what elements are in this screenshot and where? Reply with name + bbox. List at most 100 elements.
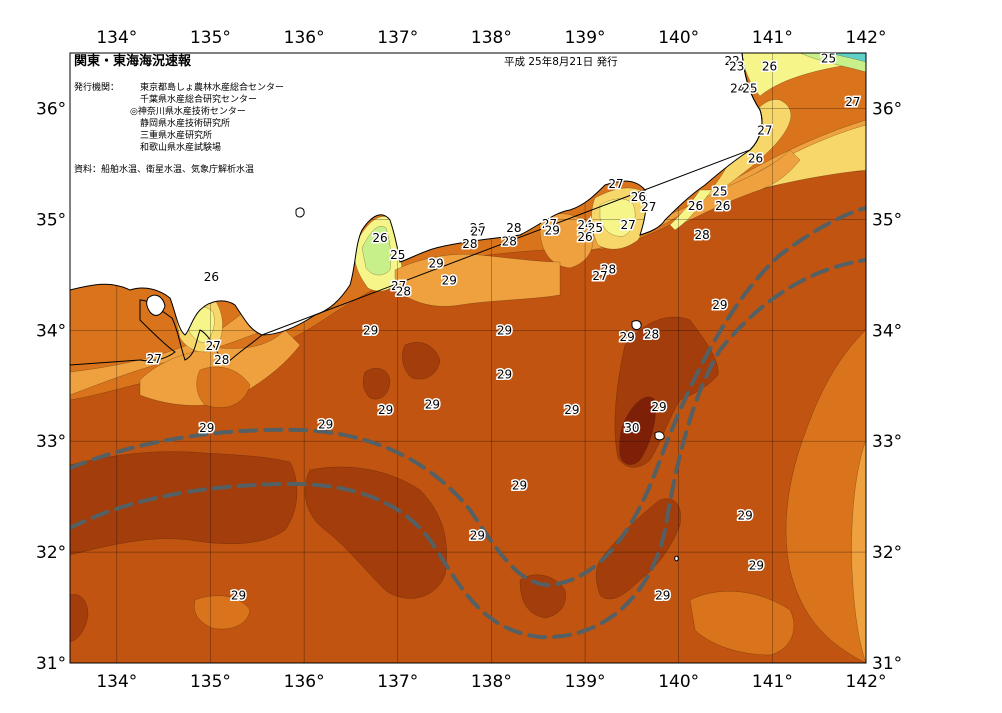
zone-31-izu-core (619, 396, 656, 465)
issuer-row: 千葉県水産総合研究センター (74, 94, 284, 106)
lon-tick-label-bottom: 136° (284, 672, 325, 692)
lon-tick-label-bottom: 135° (190, 672, 231, 692)
isotherm-label: 27 (206, 339, 221, 353)
lat-tick-label-right: 34° (872, 321, 902, 341)
zone-30-south-east (596, 498, 681, 600)
zone-30-kuroshio-center (304, 466, 447, 599)
lon-tick-label-top: 140° (658, 28, 699, 48)
lon-tick-label-bottom: 140° (658, 672, 699, 692)
isotherm-label: 26 (748, 151, 763, 165)
isotherm-label: 27 (641, 200, 656, 214)
isotherm-label: 26 (688, 199, 703, 213)
isotherm-label: 25 (588, 221, 603, 235)
isotherm-label: 27 (542, 217, 557, 231)
isotherm-label: 29 (363, 323, 378, 337)
map-plot-area (70, 53, 866, 663)
issuer-label: 発行機関： (74, 83, 120, 93)
zone-30-kuroshio-west (70, 451, 298, 556)
isotherm-label: 29 (231, 588, 246, 602)
isotherm-label: 29 (564, 403, 579, 417)
map-title: 関東・東海海況速報 (74, 54, 192, 69)
zone-24-ise-bay (361, 226, 392, 276)
isotherm-label: 29 (712, 298, 727, 312)
lon-tick-label-top: 137° (377, 28, 418, 48)
longitude-labels-bottom: 134° 135° 136° 137° 138° 139° 140° 141° 142° (96, 672, 886, 692)
data-sources: 資料：船舶水温、衛星水温、気象庁解析水温 (74, 165, 255, 175)
isotherm-label: 29 (442, 273, 457, 287)
isotherm-label: 28 (601, 262, 616, 276)
lat-tick-label-left: 33° (36, 432, 66, 452)
kuroshio-inner-line (70, 258, 866, 640)
isotherm-label: 26 (372, 231, 387, 245)
issuer-row: 和歌山県水産試験場 (74, 142, 284, 154)
lon-tick-label-bottom: 142° (846, 672, 887, 692)
isotherm-label: 29 (378, 403, 393, 417)
lat-tick-label-right: 35° (872, 210, 902, 230)
isotherm-label: 29 (199, 421, 214, 435)
land-sado (295, 207, 305, 218)
isotherm-label: 24 (730, 81, 745, 95)
isotherm-label: 29 (651, 400, 666, 414)
isotherm-label: 28 (396, 284, 411, 298)
issuer-name: 和歌山県水産試験場 (140, 143, 222, 154)
isotherm-label: 29 (318, 418, 333, 432)
issuer-row: 静岡県水産技術研究所 (74, 118, 284, 130)
lat-tick-label-left: 32° (36, 543, 66, 563)
lon-tick-label-top: 139° (565, 28, 606, 48)
lon-tick-label-top: 141° (752, 28, 793, 48)
lat-tick-label-left: 34° (36, 321, 66, 341)
isotherm-label: 27 (620, 218, 635, 232)
issuer-name: 東京都島しょ農林水産総合センター (140, 83, 285, 93)
isotherm-label: 28 (462, 237, 477, 251)
isotherm-label: 29 (655, 588, 670, 602)
lat-tick-label-right: 36° (872, 99, 902, 119)
lon-tick-label-bottom: 137° (377, 672, 418, 692)
lat-tick-label-right: 32° (872, 543, 902, 563)
land-awaji-island (146, 294, 166, 316)
isotherm-label: 29 (738, 508, 753, 522)
isotherm-label: 28 (694, 228, 709, 242)
lat-tick-label-left: 36° (36, 99, 66, 119)
zone-30-blob-north2 (402, 342, 441, 380)
zone-30-sw-edge (70, 594, 89, 643)
isotherm-label: 29 (425, 398, 440, 412)
lon-tick-label-top: 135° (190, 28, 231, 48)
lon-tick-label-top: 138° (471, 28, 512, 48)
land-honshu-west (70, 53, 763, 336)
isotherm-label: 27 (592, 269, 607, 283)
isotherm-label: 26 (204, 270, 219, 284)
zone-28-south-east (785, 329, 866, 663)
isotherm-label: 27 (757, 124, 772, 138)
issuer-row: 発行機関： 東京都島しょ農林水産総合センター (74, 82, 284, 94)
isotherm-label: 27 (845, 95, 860, 109)
isotherm-label: 29 (497, 368, 512, 382)
isotherm-label: 29 (512, 479, 527, 493)
isotherm-label: 30 (624, 421, 639, 435)
zone-28-lower-mid (689, 591, 795, 656)
map-frame (69, 52, 867, 664)
lon-tick-label-top: 136° (284, 28, 325, 48)
isotherm-label: 29 (429, 257, 444, 271)
issuer-row: 三重県水産研究所 (74, 130, 284, 142)
isotherm-label: 25 (712, 185, 727, 199)
isotherm-label: 27 (608, 177, 623, 191)
isotherm-label: 26 (762, 59, 777, 73)
isotherm-label: 26 (470, 221, 485, 235)
isotherm-label: 26 (577, 230, 592, 244)
zone-28-south-west-patch (194, 595, 251, 630)
isotherm-label: 27 (471, 225, 486, 239)
latitude-labels-left: 36° 35° 34° 33° 32° 31° (36, 99, 66, 674)
isotherm-label: 25 (742, 81, 757, 95)
kuroshio-axis (70, 206, 866, 640)
isotherm-label: 29 (749, 558, 764, 572)
isotherm-label: 28 (644, 328, 659, 342)
issuer-name: 三重県水産研究所 (140, 131, 213, 142)
lon-tick-label-top: 134° (96, 28, 137, 48)
lat-tick-label-right: 33° (872, 432, 902, 452)
isotherm-label: 29 (545, 223, 560, 237)
land-hachijo (674, 555, 679, 562)
isotherm-label: 29 (620, 330, 635, 344)
issue-date: 平成 25年8月21日 発行 (504, 56, 618, 68)
lon-tick-label-bottom: 141° (752, 672, 793, 692)
